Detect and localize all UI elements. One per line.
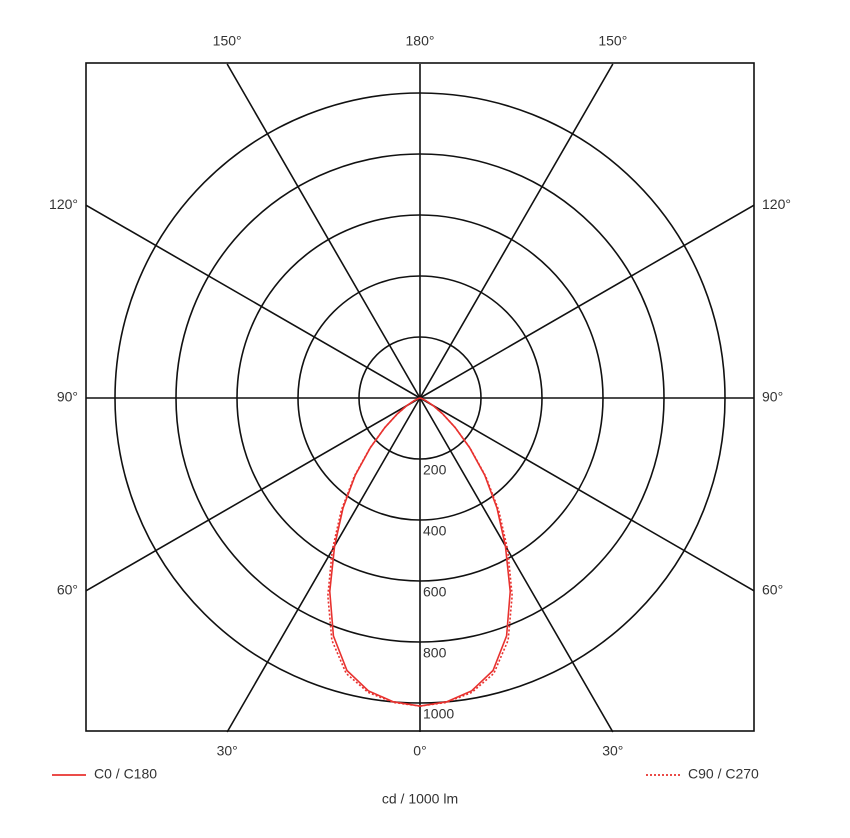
spoke bbox=[85, 204, 421, 399]
intensity-curve bbox=[327, 397, 421, 707]
angle-label: 120° bbox=[49, 196, 78, 212]
angle-label: 180° bbox=[406, 33, 435, 49]
angle-label: 150° bbox=[213, 33, 242, 49]
spoke bbox=[226, 63, 421, 399]
angle-label: 0° bbox=[413, 743, 426, 759]
spoke bbox=[85, 397, 421, 592]
axis-label: cd / 1000 lm bbox=[382, 791, 458, 807]
angle-label: 150° bbox=[598, 33, 627, 49]
spoke bbox=[226, 397, 421, 733]
spoke bbox=[419, 204, 755, 399]
intensity-curve bbox=[328, 397, 421, 707]
spoke bbox=[419, 397, 614, 733]
ring-label: 800 bbox=[423, 645, 447, 661]
angle-label: 90° bbox=[762, 389, 783, 405]
ring-label: 600 bbox=[423, 584, 447, 600]
legend-label: C90 / C270 bbox=[688, 766, 759, 782]
angle-label: 30° bbox=[602, 743, 623, 759]
intensity-curve bbox=[419, 397, 513, 707]
angle-label: 120° bbox=[762, 196, 791, 212]
spoke bbox=[419, 397, 755, 592]
angle-label: 60° bbox=[762, 582, 783, 598]
angle-label: 90° bbox=[57, 389, 78, 405]
ring-label: 200 bbox=[423, 462, 447, 478]
legend-label: C0 / C180 bbox=[94, 766, 157, 782]
angle-label: 60° bbox=[57, 582, 78, 598]
spoke bbox=[419, 63, 614, 399]
angle-label: 30° bbox=[217, 743, 238, 759]
ring-label: 1000 bbox=[423, 706, 454, 722]
ring-label: 400 bbox=[423, 523, 447, 539]
